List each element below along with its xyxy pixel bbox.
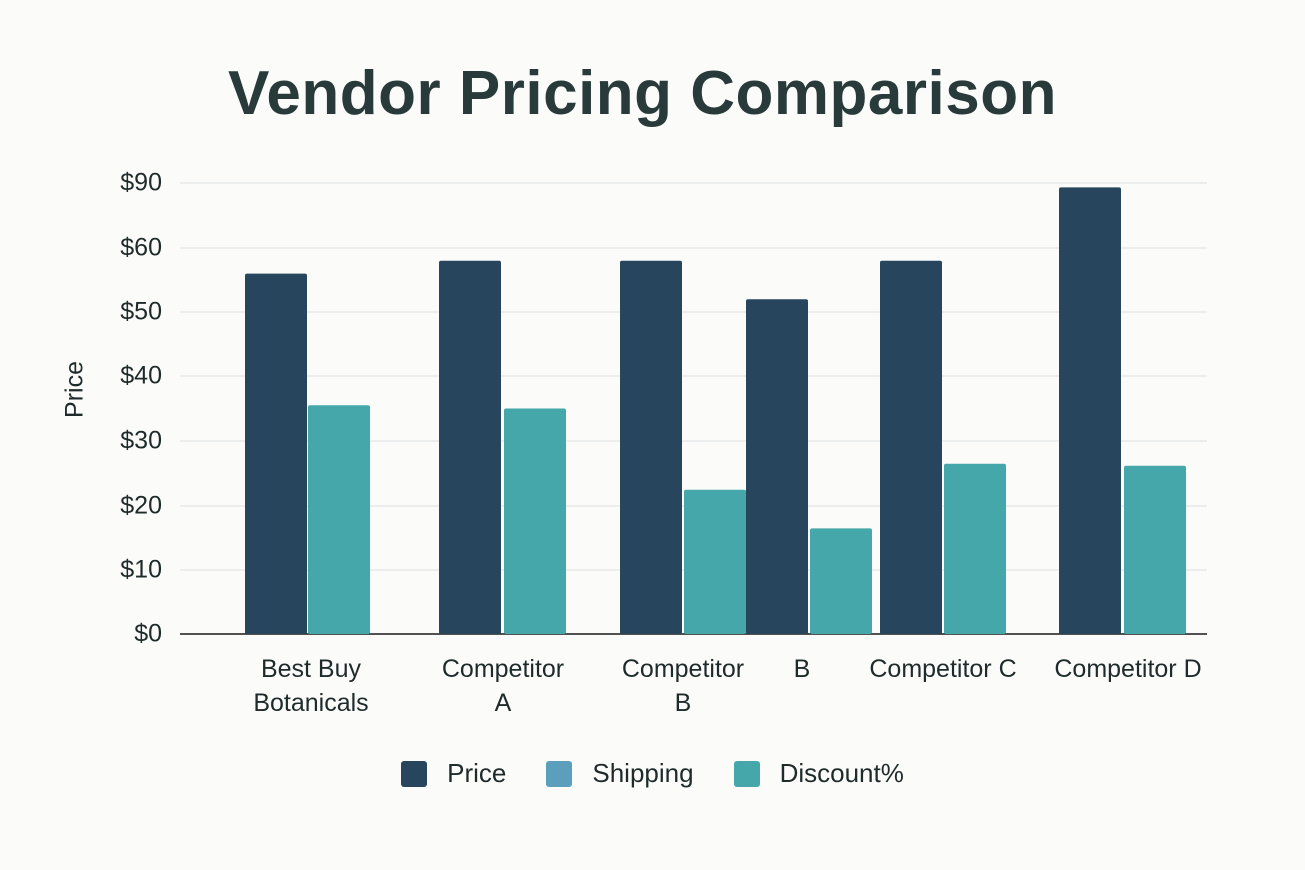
legend-label: Shipping [592,758,694,788]
legend-item: Discount% [733,758,904,789]
bar-price [1059,187,1121,635]
bar-discount [308,405,370,634]
legend-label: Discount% [779,758,904,788]
legend: Price Shipping Discount% [0,758,1305,789]
x-tick-label: Competitor C [869,655,1017,683]
y-tick-label: $90 [120,168,162,197]
legend-item: Price [401,758,506,789]
bar-price [746,299,808,634]
x-tick-label: B [793,655,811,683]
y-tick-label: $30 [120,426,162,455]
bar-discount [810,528,872,634]
bar-discount [1124,465,1186,634]
bar-discount [944,463,1006,634]
y-tick-label: $40 [120,361,162,390]
bar-price [620,260,682,634]
legend-swatch [733,760,760,787]
legend-item: Shipping [546,758,694,789]
y-tick-label: $20 [120,491,162,520]
legend-label: Price [447,758,507,788]
bar-price [439,260,501,634]
x-tick-label: Competitor D [1054,655,1202,683]
y-tick-label: $50 [120,297,162,326]
y-tick-label: $0 [134,619,162,648]
legend-swatch [401,760,428,787]
x-tick-label: Best Buy Botanicals [253,655,369,717]
x-tick-label: Competitor A [441,655,565,717]
bar-discount [504,408,566,634]
bar-discount [684,489,746,634]
x-tick-label: Competitor B [621,655,745,717]
bar-price [880,260,942,634]
legend-swatch [546,760,573,787]
chart-title: Vendor Pricing Comparison [228,59,1057,128]
y-tick-label: $60 [120,233,162,262]
y-tick-label: $10 [120,555,162,584]
bar-price [245,273,307,634]
